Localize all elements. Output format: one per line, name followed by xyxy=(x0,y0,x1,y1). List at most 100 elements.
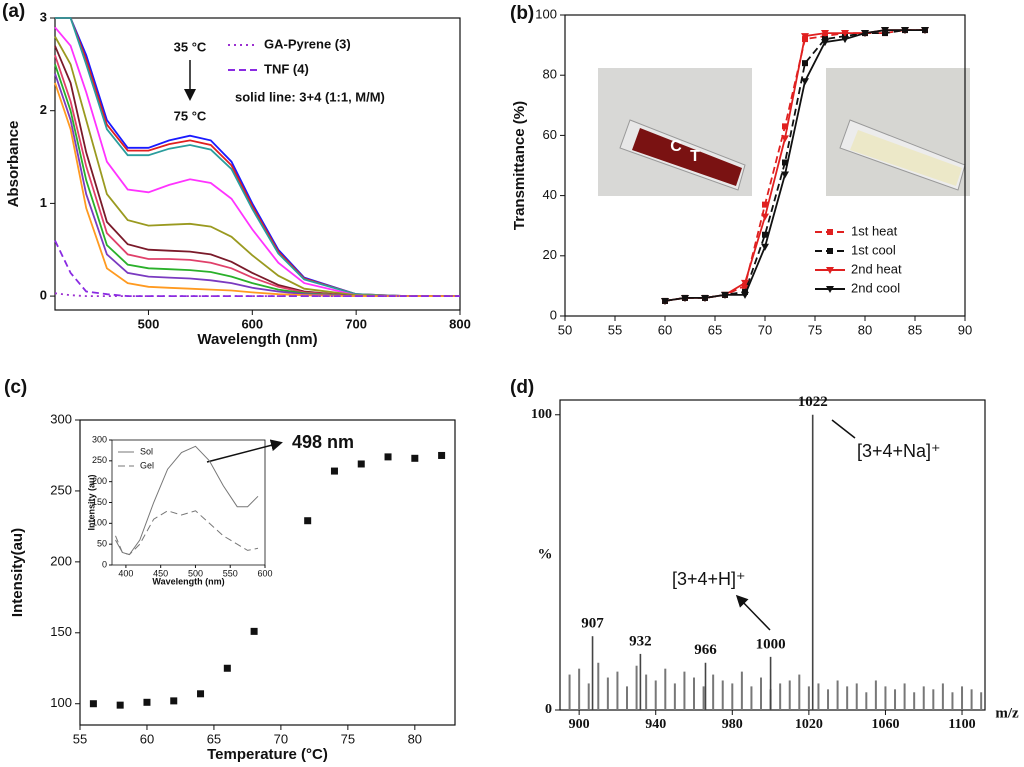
point xyxy=(223,664,231,672)
legend-label: 1st cool xyxy=(851,242,896,257)
marker xyxy=(821,39,829,47)
x-tick-label: 1020 xyxy=(795,717,823,732)
y-tick-label: 50 xyxy=(97,539,107,549)
x-tick-label: 800 xyxy=(449,316,471,331)
y-axis-label: Intensity (au) xyxy=(86,474,96,530)
y-tick-label: 20 xyxy=(543,247,557,262)
marker xyxy=(921,27,929,35)
marker xyxy=(761,243,769,251)
y-tick-label: 2 xyxy=(40,102,47,117)
y-tick-label: 0 xyxy=(545,702,552,717)
x-tick-label: 65 xyxy=(708,322,722,337)
point xyxy=(197,690,205,698)
series-line xyxy=(115,445,259,556)
point xyxy=(170,697,178,705)
y-tick-label: 250 xyxy=(92,455,107,465)
x-tick-label: 940 xyxy=(645,717,666,732)
x-tick-label: 500 xyxy=(138,316,160,331)
y-tick-label: 40 xyxy=(543,187,557,202)
marker xyxy=(821,30,829,38)
legend-marker xyxy=(826,286,834,293)
photo-right xyxy=(826,68,970,196)
series-line xyxy=(54,36,460,297)
legend-marker xyxy=(827,248,833,254)
x-tick-label: 600 xyxy=(257,568,272,578)
y-tick-label: 100 xyxy=(50,695,72,710)
marker xyxy=(801,78,809,86)
plot-frame xyxy=(54,17,461,311)
x-tick-label: 80 xyxy=(858,322,872,337)
x-tick-label: 400 xyxy=(118,568,133,578)
y-tick-label: 300 xyxy=(92,434,107,444)
marker xyxy=(761,213,769,221)
marker xyxy=(701,294,709,302)
y-tick-label: 150 xyxy=(50,624,72,639)
legend-label: GA-Pyrene (3) xyxy=(264,36,351,51)
series-line xyxy=(54,292,460,297)
x-tick-label: 85 xyxy=(908,322,922,337)
point xyxy=(357,460,365,468)
x-tick-label: 700 xyxy=(345,316,367,331)
annotation: T xyxy=(690,148,700,165)
point xyxy=(116,701,124,709)
panel-label: (a) xyxy=(2,1,25,22)
legend-label: Gel xyxy=(140,460,154,470)
y-axis-label: % xyxy=(538,546,553,562)
y-tick-label: 60 xyxy=(543,127,557,142)
y-axis-label: Absorbance xyxy=(5,121,22,208)
x-tick-label: 1100 xyxy=(948,717,975,732)
x-tick-label: 65 xyxy=(207,731,221,746)
legend-marker xyxy=(827,229,833,235)
annotation: 75 °C xyxy=(174,108,207,123)
peak-label: 1000 xyxy=(756,636,786,652)
series-line xyxy=(55,17,460,297)
series-line xyxy=(54,73,460,297)
point xyxy=(304,517,312,525)
x-tick-label: 90 xyxy=(958,322,972,337)
x-tick-label: 80 xyxy=(408,731,422,746)
arrow xyxy=(831,419,856,439)
annotation: 498 nm xyxy=(292,432,354,452)
marker xyxy=(841,36,849,44)
series-line xyxy=(54,26,460,297)
x-tick-label: 75 xyxy=(341,731,355,746)
peak-label: 907 xyxy=(581,616,604,632)
peak-label: 932 xyxy=(629,633,652,649)
marker xyxy=(802,60,808,67)
legend-label: 1st heat xyxy=(851,223,898,238)
legend-label: TNF (4) xyxy=(264,61,309,76)
marker xyxy=(881,27,889,35)
legend-label: Sol xyxy=(140,446,153,456)
x-axis-label: Wavelength (nm) xyxy=(152,576,224,586)
marker xyxy=(742,288,748,295)
y-tick-label: 300 xyxy=(50,411,72,426)
x-tick-label: 600 xyxy=(241,316,263,331)
annotation: C xyxy=(670,138,682,155)
y-tick-label: 0 xyxy=(102,559,107,569)
x-tick-label: 60 xyxy=(658,322,672,337)
marker xyxy=(822,36,828,43)
annotation: [3+4+Na]⁺ xyxy=(857,441,941,461)
x-tick-label: 75 xyxy=(808,322,822,337)
series-line xyxy=(664,29,925,302)
x-axis-label: Temperature (°C) xyxy=(207,746,328,763)
x-tick-label: 60 xyxy=(140,731,154,746)
y-tick-label: 200 xyxy=(50,553,72,568)
y-tick-label: 250 xyxy=(50,482,72,497)
y-tick-label: 80 xyxy=(543,67,557,82)
x-tick-label: 980 xyxy=(722,717,743,732)
annotation: [3+4+H]⁺ xyxy=(672,569,746,589)
y-tick-label: 100 xyxy=(535,6,557,21)
x-tick-label: 70 xyxy=(758,322,772,337)
y-tick-label: 0 xyxy=(550,307,557,322)
annotation: 35 °C xyxy=(174,39,207,54)
y-tick-label: 200 xyxy=(92,476,107,486)
point xyxy=(143,698,151,706)
series-line xyxy=(54,240,460,297)
plot-frame xyxy=(559,399,986,711)
point xyxy=(384,453,392,461)
marker xyxy=(741,279,749,287)
marker xyxy=(861,30,869,38)
